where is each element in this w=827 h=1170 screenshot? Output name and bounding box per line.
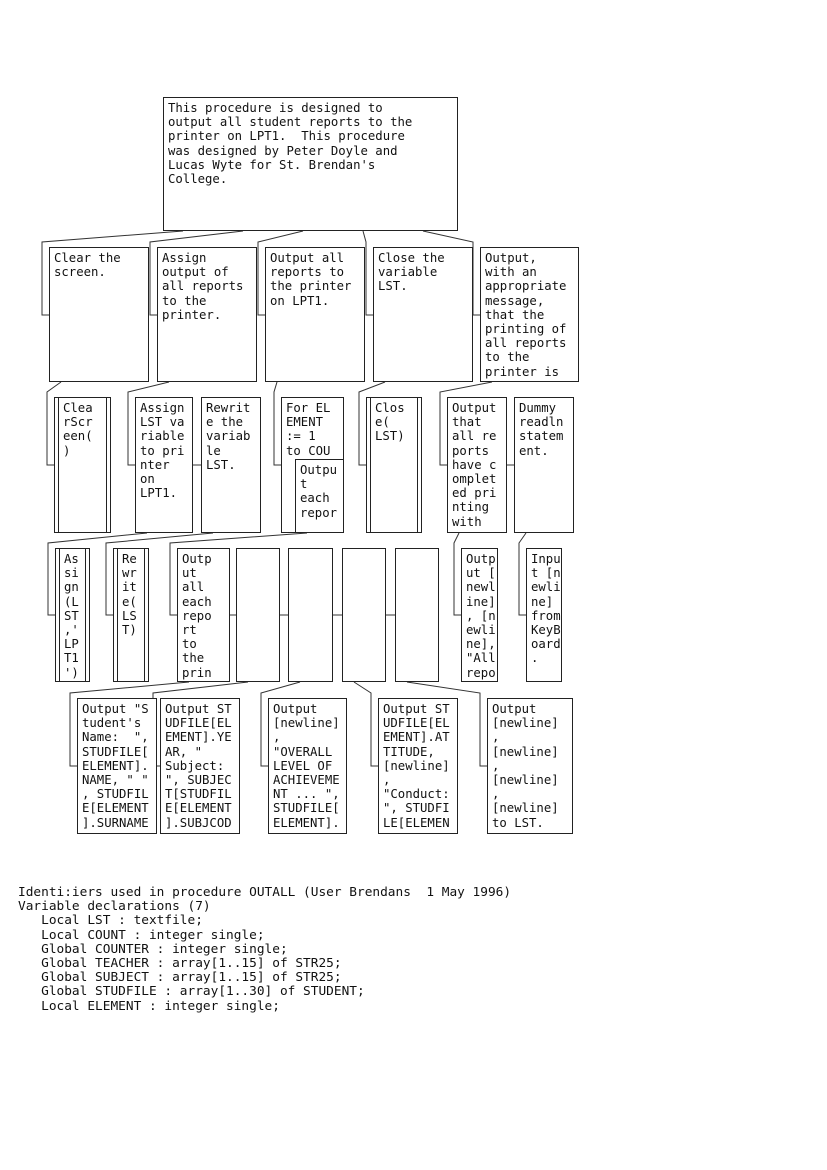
diagram-box-c3: Outp ut all each repo rt to the prin: [177, 548, 230, 682]
diagram-box-b6: Output that all re ports have c omplet e…: [447, 397, 507, 533]
diagram-box-a3: Output all reports to the printer on LPT…: [265, 247, 365, 382]
connector-line: [273, 381, 281, 466]
root-procedure-box: This procedure is designed to output all…: [163, 97, 458, 231]
connector-line: [257, 230, 304, 316]
connector-line: [105, 532, 214, 616]
connector-line: [439, 381, 493, 466]
connector-line: [518, 532, 527, 616]
diagram-box-c4: [236, 548, 280, 682]
diagram-box-b7: Dummy readln statem ent.: [514, 397, 574, 533]
connector-line: [41, 230, 184, 316]
diagram-box-c8: Outp ut [ newl ine] , [n ewli ne], "All …: [461, 548, 498, 682]
diagram-box-c1: As si gn (L ST ,' LP T1 '): [55, 548, 90, 682]
diagram-box-c5: [288, 548, 333, 682]
diagram-box-a1: Clear the screen.: [49, 247, 149, 382]
connector-line: [169, 532, 308, 616]
connector-line: [46, 381, 62, 466]
diagram-box-d2: Output ST UDFILE[EL EMENT].YE AR, " Subj…: [160, 698, 240, 834]
connector-line: [260, 681, 301, 767]
connector-line: [353, 681, 378, 767]
diagram-box-d3: Output [newline] , "OVERALL LEVEL OF ACH…: [268, 698, 347, 834]
diagram-box-b1: Clea rScr een( ): [54, 397, 111, 533]
connector-line: [422, 230, 480, 316]
connector-line: [127, 381, 170, 466]
diagram-box-d1: Output "S tudent's Name: ", STUDFILE[ EL…: [77, 698, 157, 834]
connector-line: [358, 381, 386, 466]
connector-line: [47, 532, 148, 616]
connector-line: [453, 532, 461, 616]
diagram-box-d5: Output [newline] , [newline] , [newline]…: [487, 698, 573, 834]
diagram-box-b3: Rewrit e the variab le LST.: [201, 397, 261, 533]
diagram-box-a4: Close the variable LST.: [373, 247, 473, 382]
connector-line: [406, 681, 487, 767]
connector-line: [69, 681, 190, 767]
diagram-box-c7: [395, 548, 439, 682]
diagram-box-d4: Output ST UDFILE[EL EMENT].AT TITUDE, [n…: [378, 698, 458, 834]
connector-line: [149, 230, 244, 316]
diagram-box-c9: Inpu t [n ewli ne] from KeyB oard .: [526, 548, 562, 682]
diagram-box-c6: [342, 548, 386, 682]
diagram-box-b4i: Outpu t each repor: [295, 459, 344, 533]
diagram-box-a2: Assign output of all reports to the prin…: [157, 247, 257, 382]
diagram-box-a5: Output, with an appropriate message, tha…: [480, 247, 579, 382]
diagram-box-c2: Re wr it e( LS T): [113, 548, 149, 682]
diagram-box-b5: Clos e( LST): [366, 397, 422, 533]
diagram-box-b2: Assign LST va riable to pri nter on LPT1…: [135, 397, 193, 533]
identifier-listing: Identi:iers used in procedure OUTALL (Us…: [18, 885, 512, 1014]
connector-line: [362, 230, 373, 316]
